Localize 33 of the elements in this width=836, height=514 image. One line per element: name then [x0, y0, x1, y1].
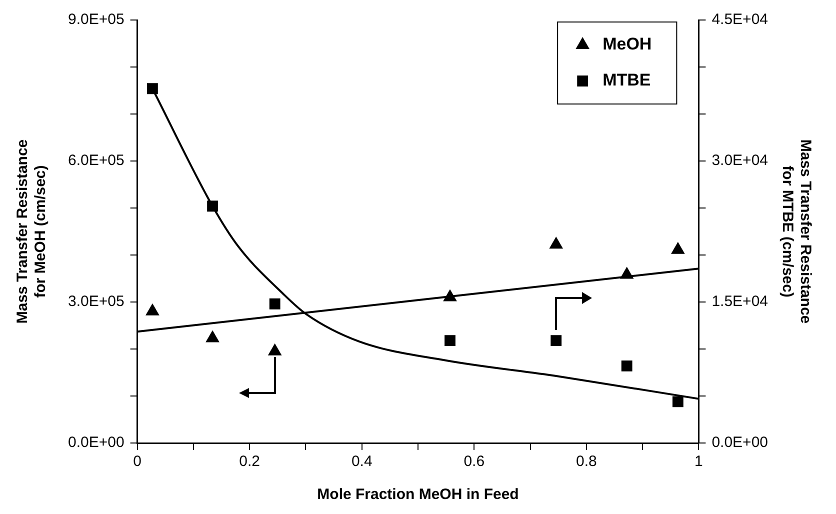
x-tick-label: 0.6: [464, 453, 485, 470]
point: [207, 200, 218, 212]
point: [671, 242, 684, 254]
point: [147, 83, 158, 94]
y-tick-label: 0.0E+00: [68, 434, 124, 452]
y-axis-title: Mass Transfer Resistance for MeOH (cm/sec): [14, 139, 50, 324]
legend-label: MeOH: [602, 34, 652, 54]
y-tick-label: 9.0E+05: [68, 11, 124, 28]
point: [550, 237, 563, 249]
point: [672, 396, 684, 408]
x-tick-label: 0.8: [576, 453, 597, 470]
y2-tick-label: 4.5E+04: [712, 11, 768, 28]
y2-tick-label: 0.0E+00: [712, 434, 768, 452]
point: [444, 335, 456, 346]
y-tick-label: 3.0E+05: [68, 293, 124, 310]
x-tick-label: 0.4: [351, 453, 372, 470]
x-tick-label: 1: [694, 453, 703, 470]
point: [146, 304, 160, 316]
point: [443, 290, 457, 302]
point: [550, 335, 562, 346]
y2-tick-label: 3.0E+04: [712, 152, 768, 170]
point: [268, 344, 282, 356]
point: [621, 360, 632, 372]
x-tick-label: 0.2: [239, 453, 260, 470]
point: [206, 330, 220, 342]
y2-tick-label: 1.5E+04: [712, 293, 768, 310]
point: [620, 267, 634, 279]
y-tick-label: 6.0E+05: [68, 152, 124, 170]
x-axis-title: Mole Fraction MeOH in Feed: [317, 486, 519, 504]
y2-axis-title: Mass Transfer Resistance for MTBE (cm/sec): [778, 139, 814, 324]
legend-label: MTBE: [602, 70, 651, 90]
x-tick-label: 0: [133, 453, 142, 470]
point: [269, 298, 280, 310]
